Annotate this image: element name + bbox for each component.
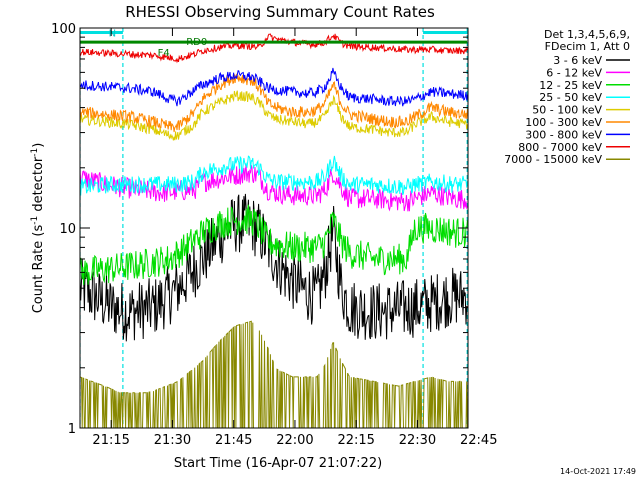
series-line-6 [80,67,468,107]
legend-label-7: 800 - 7000 keV [518,141,602,154]
x-tick-label-6: 22:45 [460,433,497,448]
series-line-3 [80,155,468,196]
legend-label-8: 7000 - 15000 keV [504,153,602,166]
x-tick-label-1: 21:30 [154,433,191,448]
plot-area: N RD0 F4 [80,28,468,428]
legend-header-1: FDecim 1, Att 0 [545,40,630,53]
legend-label-6: 300 - 800 keV [525,128,602,141]
legend-label-4: 50 - 100 keV [532,104,602,117]
legend-label-0: 3 - 6 keV [553,54,602,67]
y-axis-label-end: ) [31,143,46,148]
svg-text:Count Rate (s-1 detector-1): Count Rate (s-1 detector-1) [30,143,46,314]
y-tick-label-2: 100 [51,22,76,37]
x-axis: 21:15 21:30 21:45 22:00 22:15 22:30 22:45 [92,28,497,448]
series-line-2 [80,204,468,286]
chart-title: RHESSI Observing Summary Count Rates [125,3,435,21]
x-tick-label-4: 22:15 [337,433,374,448]
y-axis-label-exp2: -1 [30,148,40,157]
footer-timestamp: 14-Oct-2021 17:49 [560,467,636,476]
series-line-4 [80,90,468,141]
series-line-8 [80,320,468,428]
f-annotation: F4 [158,48,170,59]
y-axis-label-main: Count Rate (s [31,225,46,314]
x-tick-label-5: 22:30 [399,433,436,448]
y-axis-label-mid: detector [31,156,46,216]
series-line-5 [80,73,468,133]
legend-label-1: 6 - 12 keV [546,66,602,79]
x-axis-label: Start Time (16-Apr-07 21:07:22) [174,456,382,471]
legend-header-0: Det 1,3,4,5,6,9, [544,28,630,41]
x-tick-label-3: 22:00 [276,433,313,448]
x-tick-label-2: 21:45 [215,433,252,448]
y-axis: 1 10 100 [51,22,468,437]
x-tick-label-0: 21:15 [92,433,129,448]
y-axis-label: Count Rate (s-1 detector-1) [30,143,46,314]
legend-label-2: 12 - 25 keV [539,79,602,92]
series-line-0 [80,193,468,342]
y-axis-label-exp: -1 [30,216,40,225]
legend: Det 1,3,4,5,6,9,FDecim 1, Att 03 - 6 keV… [504,28,630,166]
y-tick-label-1: 10 [59,222,76,237]
rd-annotation: RD0 [186,37,207,48]
legend-label-3: 25 - 50 keV [539,91,602,104]
y-tick-label-0: 1 [68,422,76,437]
series-line-7 [80,33,468,64]
legend-label-5: 100 - 300 keV [525,116,602,129]
n-annotation: N [109,28,116,39]
